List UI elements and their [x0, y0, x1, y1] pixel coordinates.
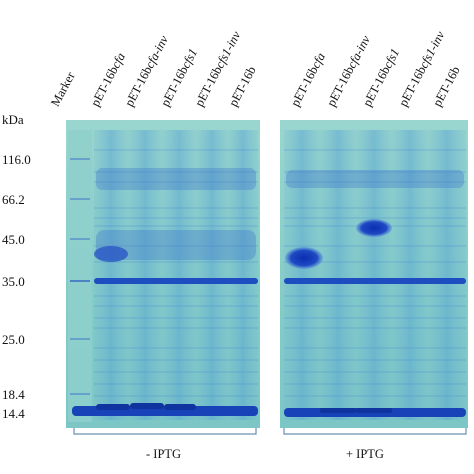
- mw-label-35: 35.0: [2, 274, 25, 289]
- dye-front-highlight: [96, 403, 392, 413]
- lanes-plus-iptg: [284, 130, 466, 420]
- mw-label-25: 25.0: [2, 332, 25, 347]
- marker-lane: [68, 130, 92, 422]
- faint-bands: [94, 149, 466, 397]
- mw-label-66: 66.2: [2, 192, 25, 207]
- bracket-plus-iptg: [283, 428, 467, 435]
- group-label-minus-iptg: - IPTG: [146, 447, 182, 461]
- lanes-minus-iptg: [94, 130, 258, 420]
- overexpressed-band-cfs1-plus: [356, 219, 392, 237]
- mw-label-14: 14.4: [2, 406, 25, 421]
- mw-label-45: 45.0: [2, 232, 25, 247]
- overexpressed-band-cfa-minus: [94, 246, 128, 262]
- bracket-minus-iptg: [73, 428, 257, 435]
- group-label-plus-iptg: + IPTG: [346, 447, 384, 461]
- upper-smear: [96, 168, 464, 260]
- mw-label-18: 18.4: [2, 387, 25, 402]
- mw-label-116: 116.0: [2, 152, 31, 167]
- mw-unit-label: kDa: [2, 112, 24, 127]
- overexpressed-band-cfa-plus: [285, 247, 323, 269]
- band-35kda: [94, 278, 466, 284]
